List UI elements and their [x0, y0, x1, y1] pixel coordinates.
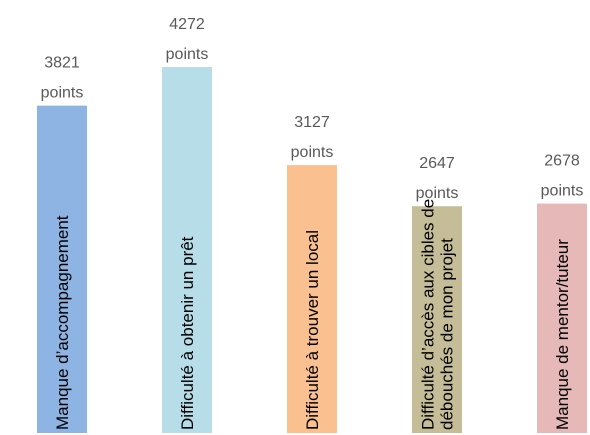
- category-label-2: Difficulté à obtenir un prêt: [178, 236, 197, 430]
- data-label-value-3: 3127: [294, 114, 330, 131]
- bar-2: [162, 67, 212, 433]
- labels-group: 3821 points Manque d’accompagnement 4272 poi…: [41, 16, 584, 430]
- data-label-unit-2: points: [166, 46, 209, 63]
- data-label-value-5: 2678: [544, 153, 580, 170]
- category-label-4-line-1: Difficulté d’accès aux cibles de: [419, 199, 438, 430]
- category-label-3: Difficulté à trouver un local: [303, 230, 322, 430]
- data-label-value-1: 3821: [44, 55, 80, 72]
- category-label-1: Manque d’accompagnement: [53, 215, 72, 430]
- bar-5: [537, 203, 587, 433]
- data-label-value-2: 4272: [169, 16, 205, 33]
- data-label-unit-1: points: [41, 85, 84, 102]
- data-label-unit-5: points: [541, 183, 584, 200]
- bars-group: [37, 67, 587, 434]
- bar-1: [37, 105, 87, 434]
- data-label-value-4: 2647: [419, 155, 455, 172]
- data-label-unit-4: points: [416, 185, 459, 202]
- category-label-4-line-2: débouchés de mon projet: [438, 238, 457, 430]
- bar-4: [412, 206, 462, 433]
- category-label-5: Manque de mentor/tuteur: [553, 239, 572, 430]
- data-label-unit-3: points: [291, 144, 334, 161]
- bar-3: [287, 165, 337, 433]
